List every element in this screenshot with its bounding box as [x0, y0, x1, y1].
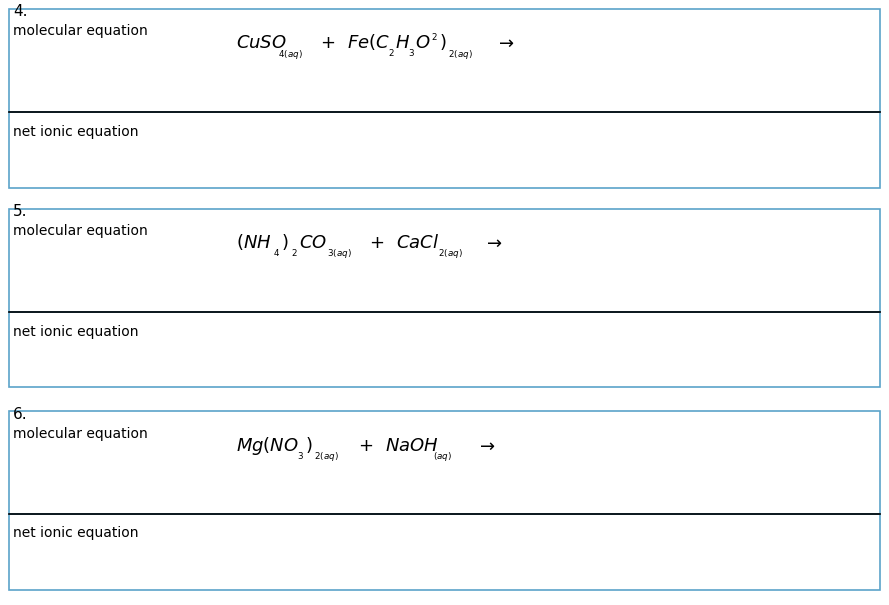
- Text: 4.: 4.: [13, 4, 28, 19]
- Text: ${}_{(aq)}$: ${}_{(aq)}$: [433, 450, 453, 463]
- Text: $(NH$: $(NH$: [236, 232, 271, 252]
- Text: $H$: $H$: [395, 34, 410, 53]
- Text: ${}_{3(aq)}$: ${}_{3(aq)}$: [327, 247, 352, 260]
- Text: $CaCl$: $CaCl$: [396, 234, 438, 252]
- Text: $NaOH$: $NaOH$: [385, 437, 438, 455]
- Text: $Fe(C$: $Fe(C$: [347, 33, 389, 53]
- Text: ${}_{2}$: ${}_{2}$: [388, 46, 395, 59]
- Text: $)$: $)$: [439, 33, 446, 53]
- Text: ${}^{2}$: ${}^{2}$: [431, 33, 438, 47]
- Text: net ionic equation: net ionic equation: [13, 526, 139, 540]
- Text: $Mg(NO$: $Mg(NO$: [236, 435, 299, 457]
- Text: molecular equation: molecular equation: [13, 224, 148, 238]
- Text: $\rightarrow$: $\rightarrow$: [495, 34, 515, 53]
- Text: $+$: $+$: [358, 437, 373, 455]
- Text: ${}_{4(aq)}$: ${}_{4(aq)}$: [278, 48, 303, 61]
- Text: net ionic equation: net ionic equation: [13, 125, 139, 139]
- Text: $CuSO$: $CuSO$: [236, 34, 286, 53]
- Text: $CO$: $CO$: [299, 234, 327, 252]
- Text: ${}_{3}$: ${}_{3}$: [297, 448, 304, 462]
- Text: ${}_{4}$: ${}_{4}$: [273, 246, 280, 259]
- Text: $)$: $)$: [305, 435, 312, 455]
- Text: $)$: $)$: [281, 232, 288, 252]
- Text: $\rightarrow$: $\rightarrow$: [483, 234, 502, 252]
- Text: $\rightarrow$: $\rightarrow$: [476, 437, 495, 455]
- Text: molecular equation: molecular equation: [13, 24, 148, 38]
- Text: net ionic equation: net ionic equation: [13, 325, 139, 339]
- Text: ${}_{2(aq)}$: ${}_{2(aq)}$: [438, 247, 463, 260]
- Text: ${}_{2(aq)}$: ${}_{2(aq)}$: [314, 450, 339, 463]
- Text: 6.: 6.: [13, 407, 28, 422]
- Text: $O$: $O$: [415, 34, 430, 53]
- Text: 5.: 5.: [13, 204, 28, 219]
- Text: ${}_{3}$: ${}_{3}$: [408, 46, 415, 59]
- Text: molecular equation: molecular equation: [13, 427, 148, 440]
- Text: ${}_{2}$: ${}_{2}$: [291, 246, 298, 259]
- Text: ${}_{2(aq)}$: ${}_{2(aq)}$: [448, 48, 473, 61]
- Text: $+$: $+$: [369, 234, 384, 252]
- Text: $+$: $+$: [320, 34, 335, 53]
